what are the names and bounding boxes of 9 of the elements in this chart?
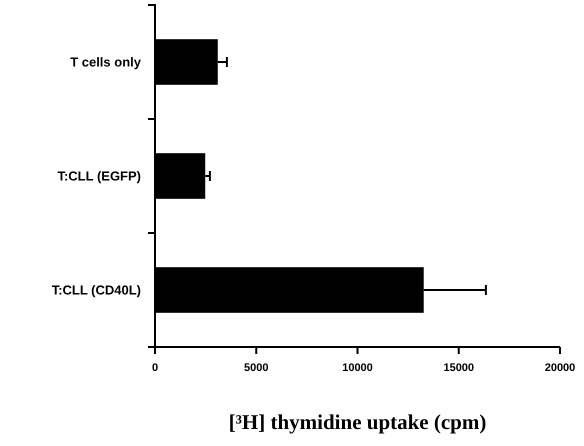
- y-tick-label: T:CLL (CD40L): [52, 282, 141, 298]
- y-tick-label: T cells only: [70, 54, 142, 70]
- x-tick-label: 20000: [544, 362, 576, 374]
- x-tick-label: 0: [152, 362, 158, 374]
- x-axis-title: [³H] thymidine uptake (cpm): [228, 410, 486, 434]
- x-tick-label: 15000: [443, 362, 474, 374]
- x-tick-label: 10000: [342, 362, 373, 374]
- x-tick-label: 5000: [244, 362, 268, 374]
- y-tick-label: T:CLL (EGFP): [57, 168, 141, 184]
